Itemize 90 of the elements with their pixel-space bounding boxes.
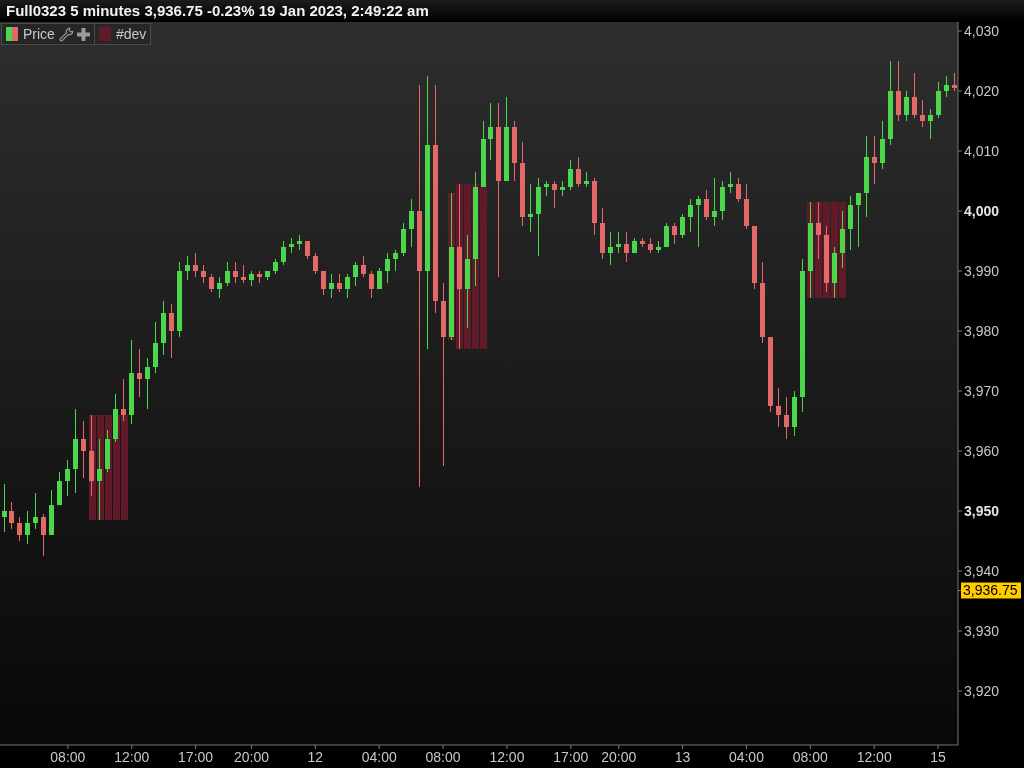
candlestick (880, 120, 885, 170)
candlestick (217, 276, 222, 299)
candlestick (185, 255, 190, 281)
candlestick (81, 420, 86, 479)
candlestick (928, 108, 933, 140)
candlestick (776, 387, 781, 428)
y-tick-label: 4,000 (964, 202, 1000, 219)
candlestick (872, 135, 877, 185)
candlestick (9, 501, 14, 530)
x-tick-label: 17:00 (178, 749, 214, 765)
candlestick (912, 72, 917, 119)
candlestick (688, 198, 693, 233)
x-tick-label: 13 (674, 749, 691, 765)
candlestick (409, 198, 414, 248)
candlestick (169, 303, 174, 359)
x-tick-label: 12:00 (114, 749, 150, 765)
candlestick (57, 471, 62, 506)
x-tick-label: 08:00 (792, 749, 829, 765)
candlestick (672, 222, 677, 245)
y-tick-label: 3,950 (964, 502, 1000, 519)
candlestick (712, 177, 717, 227)
candlestick (944, 75, 949, 98)
y-tick-label: 3,940 (964, 562, 1000, 579)
x-tick-label: 12:00 (489, 749, 525, 765)
candlestick (720, 180, 725, 221)
candlestick (33, 492, 38, 530)
candlestick (233, 261, 238, 284)
candlestick (920, 99, 925, 128)
candlestick (784, 396, 789, 440)
candlestick (145, 357, 150, 410)
candlestick (576, 156, 581, 188)
x-tick-label: 12 (307, 749, 324, 765)
x-tick-label: 12:00 (856, 749, 892, 765)
candlestick (616, 231, 621, 254)
x-tick-label: 08:00 (50, 749, 86, 765)
candlestick (680, 213, 685, 239)
candlestick (393, 249, 398, 272)
y-tick-label: 4,030 (964, 22, 1000, 39)
candlestick (353, 261, 358, 287)
candlestick (137, 348, 142, 398)
x-tick-label: 04:00 (728, 749, 765, 765)
candlestick (153, 321, 158, 374)
candlestick (728, 171, 733, 194)
x-tick-label: 04:00 (361, 749, 397, 765)
candlestick (25, 510, 30, 545)
candlestick (17, 516, 22, 542)
candlestick (904, 90, 909, 122)
y-tick-label: 4,020 (964, 82, 1000, 99)
candlestick (225, 261, 230, 287)
candlestick (624, 231, 629, 263)
candlestick (345, 273, 350, 299)
candlestick (321, 270, 326, 296)
y-tick-label: 3,980 (964, 322, 1000, 339)
y-tick-label: 3,930 (964, 622, 1000, 639)
candlestick (369, 270, 374, 299)
candlestick (936, 81, 941, 119)
candlestick (848, 195, 853, 251)
candlestick (329, 273, 334, 299)
x-tick-label: 20:00 (233, 749, 270, 765)
candlestick (568, 159, 573, 191)
y-tick-label: 3,920 (964, 682, 1000, 699)
candlestick (552, 180, 557, 209)
candlestick (704, 189, 709, 221)
x-tick-label: 15 (930, 749, 947, 765)
legend-label: Price (23, 25, 55, 44)
candlestick (528, 183, 533, 233)
y-tick-label: 4,010 (964, 142, 1000, 159)
x-tick-label: 08:00 (425, 749, 461, 765)
chart-title: Full0323 5 minutes 3,936.75 -0.23% 19 Jan 2023, 2:49:22 am (0, 0, 1024, 22)
candlestick (488, 102, 493, 161)
candlestick (41, 513, 46, 557)
y-tick-label: 3,990 (964, 262, 1000, 279)
legend-label: #dev (115, 25, 147, 44)
candlestick (401, 222, 406, 257)
candlestick (385, 252, 390, 284)
candlestick (361, 255, 366, 278)
x-tick-label: 20:00 (601, 749, 637, 765)
candlestick (313, 252, 318, 275)
candlestick (193, 252, 198, 278)
candlestick (65, 459, 70, 497)
candlestick (281, 240, 286, 266)
candlestick (2, 483, 7, 533)
candlestick (856, 192, 861, 248)
y-tick-label: 3,970 (964, 382, 1000, 399)
x-tick-label: 17:00 (553, 749, 589, 765)
y-tick-label: 3,960 (964, 442, 1000, 459)
candlestick (896, 60, 901, 122)
candlestick (736, 177, 741, 203)
candlestick (608, 231, 613, 266)
candlestick (696, 195, 701, 248)
